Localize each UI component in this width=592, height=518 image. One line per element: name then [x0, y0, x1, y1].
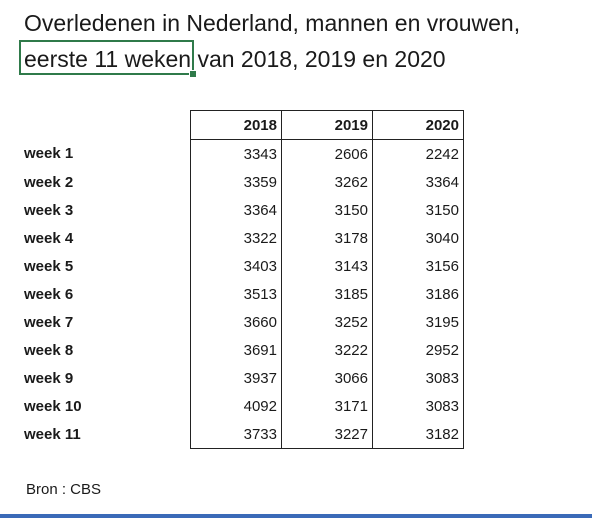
row-label: week 9 [24, 369, 74, 387]
table-cell[interactable]: 3513 [190, 280, 282, 308]
table-cell[interactable]: 2952 [372, 336, 464, 364]
table-row: week 4 3322 3178 3040 [20, 224, 464, 252]
table-row: week 9 3937 3066 3083 [20, 364, 464, 392]
table-cell[interactable]: 3359 [190, 168, 282, 196]
table-cell[interactable]: 3083 [372, 364, 464, 392]
table-cell[interactable]: 3182 [372, 420, 464, 449]
row-label: week 4 [24, 229, 74, 247]
table-cell[interactable]: 3083 [372, 392, 464, 420]
table-cell[interactable]: 3364 [190, 196, 282, 224]
table-row: week 2 3359 3262 3364 [20, 168, 464, 196]
column-header-2018: 2018 [190, 110, 282, 140]
table-cell[interactable]: 3143 [281, 252, 373, 280]
table-cell[interactable]: 3403 [190, 252, 282, 280]
source-note: Bron : CBS [26, 481, 102, 498]
title-line-2[interactable]: eerste 11 weken van 2018, 2019 en 2020 [24, 46, 446, 72]
table-cell[interactable]: 4092 [190, 392, 282, 420]
table-cell[interactable]: 3691 [190, 336, 282, 364]
table-row: week 5 3403 3143 3156 [20, 252, 464, 280]
table-row: week 1 3343 2606 2242 [20, 139, 464, 168]
table-cell[interactable]: 3937 [190, 364, 282, 392]
table-cell[interactable]: 3262 [281, 168, 373, 196]
table-cell[interactable]: 2242 [372, 139, 464, 168]
table-cell[interactable]: 3171 [281, 392, 373, 420]
table-cell[interactable]: 3322 [190, 224, 282, 252]
title-line-1: Overledenen in Nederland, mannen en vrou… [24, 10, 521, 36]
row-label: week 7 [24, 313, 74, 331]
table-header-row: 2018 2019 2020 [20, 110, 464, 140]
table-cell[interactable]: 3227 [281, 420, 373, 449]
table-cell[interactable]: 3733 [190, 420, 282, 449]
row-label: week 2 [24, 173, 74, 191]
table-cell[interactable]: 2606 [281, 139, 373, 168]
table-cell[interactable]: 3252 [281, 308, 373, 336]
table-cell[interactable]: 3066 [281, 364, 373, 392]
table-cell[interactable]: 3364 [372, 168, 464, 196]
table-row: week 6 3513 3185 3186 [20, 280, 464, 308]
table-row: week 3 3364 3150 3150 [20, 196, 464, 224]
column-header-2019: 2019 [281, 110, 373, 140]
table-row: week 8 3691 3222 2952 [20, 336, 464, 364]
row-label: week 10 [24, 397, 82, 415]
row-label: week 1 [24, 145, 74, 163]
cell-selection-box[interactable] [19, 40, 194, 75]
table-cell[interactable]: 3195 [372, 308, 464, 336]
row-label: week 8 [24, 341, 74, 359]
table-cell[interactable]: 3343 [190, 139, 282, 168]
column-header-2020: 2020 [372, 110, 464, 140]
bottom-bar [0, 514, 592, 518]
table-row: week 7 3660 3252 3195 [20, 308, 464, 336]
table-cell[interactable]: 3178 [281, 224, 373, 252]
table-cell[interactable]: 3660 [190, 308, 282, 336]
row-label: week 6 [24, 285, 74, 303]
row-label: week 3 [24, 201, 74, 219]
header-corner [20, 111, 191, 140]
deaths-table: 2018 2019 2020 week 1 3343 2606 2242 week 2 3… [20, 110, 464, 449]
table-cell[interactable]: 3222 [281, 336, 373, 364]
table-cell[interactable]: 3156 [372, 252, 464, 280]
table-row: week 11 3733 3227 3182 [20, 420, 464, 449]
table-cell[interactable]: 3150 [281, 196, 373, 224]
table-row: week 10 4092 3171 3083 [20, 392, 464, 420]
table-cell[interactable]: 3040 [372, 224, 464, 252]
row-label: week 11 [24, 425, 81, 443]
row-label: week 5 [24, 257, 74, 275]
table-cell[interactable]: 3185 [281, 280, 373, 308]
fill-handle[interactable] [189, 70, 197, 78]
table-cell[interactable]: 3186 [372, 280, 464, 308]
table-cell[interactable]: 3150 [372, 196, 464, 224]
